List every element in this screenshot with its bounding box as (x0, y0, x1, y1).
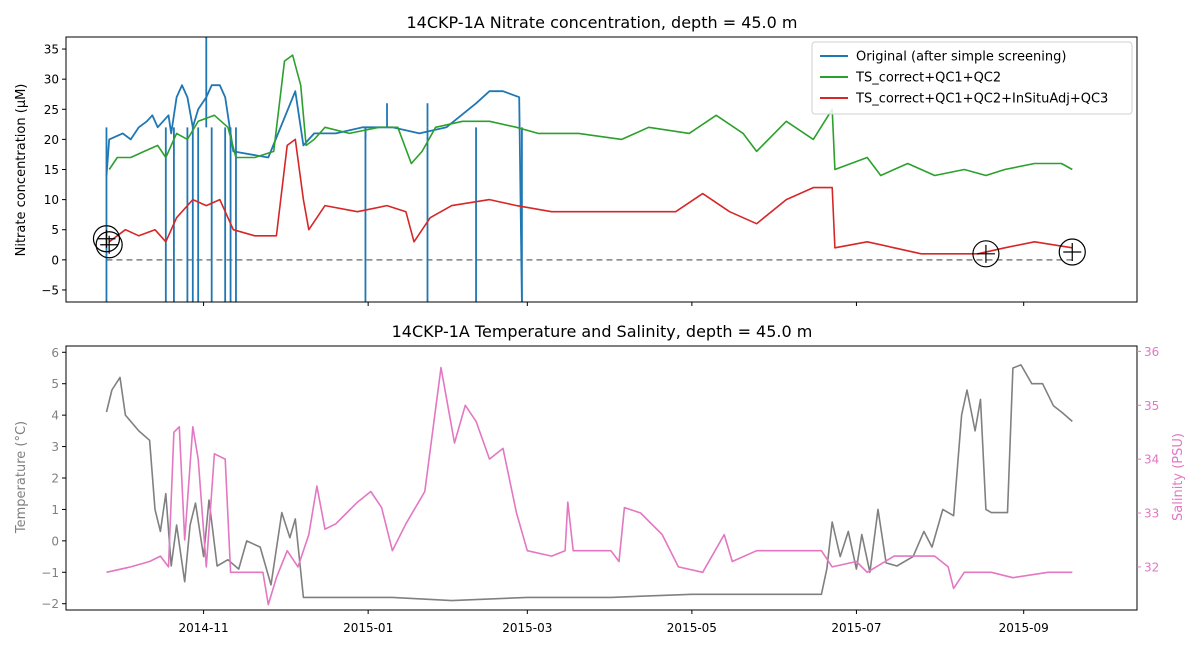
marker-plus (100, 235, 119, 254)
qc3-series-line (108, 138, 1073, 255)
y-tick-label: 32 (1144, 560, 1159, 574)
temperature-y-axis-label: Temperature (°C) (14, 421, 29, 534)
marker-plus (976, 244, 995, 263)
y-tick-label: 1 (51, 503, 59, 517)
nitrate-panel: 14CKP-1A Nitrate concentration, depth = … (14, 13, 1138, 306)
legend-label: TS_correct+QC1+QC2 (855, 71, 1001, 86)
temp-salinity-plot-area (65, 345, 1138, 611)
date-x-ticks: 2014-11 2015-01 2015-03 2015-05 2015-07 2015-… (179, 610, 1049, 635)
y-tick-label: 34 (1144, 453, 1159, 467)
temp-salinity-chart-title: 14CKP-1A Temperature and Salinity, depth… (392, 322, 813, 341)
legend-box (811, 41, 1133, 115)
y-tick-label: 2 (51, 472, 59, 486)
x-tick-label: 2015-07 (831, 621, 881, 635)
y-tick-label: −1 (41, 566, 59, 580)
nitrate-x-ticks (203, 302, 1025, 306)
x-tick-label: 2015-03 (502, 621, 552, 635)
y-tick-label: 33 (1144, 507, 1159, 521)
circled-plus-marker (1058, 238, 1086, 266)
marker-plus (1063, 243, 1082, 262)
x-tick-label: 2014-11 (179, 621, 229, 635)
circled-plus-marker (95, 231, 123, 259)
y-tick-label: 5 (51, 377, 59, 391)
legend-label: Original (after simple screening) (856, 50, 1066, 65)
nitrate-legend: Original (after simple screening) TS_corr… (811, 41, 1133, 115)
circled-plus-marker (92, 225, 121, 253)
y-tick-label: 6 (51, 346, 59, 360)
nitrate-y-ticks: −5 0 5 10 15 20 25 30 35 (41, 43, 66, 297)
x-tick-label: 2015-09 (999, 621, 1049, 635)
qc12-series-line (108, 54, 1073, 177)
y-tick-label: 35 (1144, 399, 1159, 413)
salinity-y-axis-label: Salinity (PSU) (1171, 433, 1186, 521)
temperature-series-line (105, 364, 1073, 602)
y-tick-label: 4 (51, 409, 59, 423)
y-tick-label: 36 (1144, 345, 1159, 359)
y-tick-label: 25 (44, 103, 59, 117)
nitrate-series (105, 37, 1073, 302)
salinity-series-line (106, 366, 1073, 606)
nitrate-y-axis-label: Nitrate concentration (µM) (14, 84, 29, 257)
legend-label: TS_correct+QC1+QC2+InSituAdj+QC3 (855, 92, 1108, 107)
original-series-line (105, 84, 523, 302)
temperature-salinity-panel: 14CKP-1A Temperature and Salinity, depth… (14, 322, 1186, 635)
y-tick-label: 5 (51, 223, 59, 237)
nitrate-chart-title: 14CKP-1A Nitrate concentration, depth = … (406, 13, 797, 32)
y-tick-label: 30 (44, 73, 59, 87)
salinity-y-ticks: 32 33 34 35 36 (1137, 345, 1159, 574)
y-tick-label: 10 (44, 193, 59, 207)
nitrate-plot-area (65, 36, 1138, 303)
temperature-y-ticks: −2 −1 0 1 2 3 4 5 6 (41, 346, 66, 611)
y-tick-label: 20 (44, 133, 59, 147)
temp-salinity-series (105, 364, 1073, 606)
circled-plus-marker (972, 240, 1000, 268)
y-tick-label: −2 (41, 597, 59, 611)
y-tick-label: 0 (51, 534, 59, 548)
y-tick-label: 0 (51, 253, 59, 267)
y-tick-label: 35 (44, 43, 59, 57)
y-tick-label: −5 (41, 283, 59, 297)
x-tick-label: 2015-01 (343, 621, 393, 635)
y-tick-label: 3 (51, 440, 59, 454)
y-tick-label: 15 (44, 163, 59, 177)
x-tick-label: 2015-05 (667, 621, 717, 635)
